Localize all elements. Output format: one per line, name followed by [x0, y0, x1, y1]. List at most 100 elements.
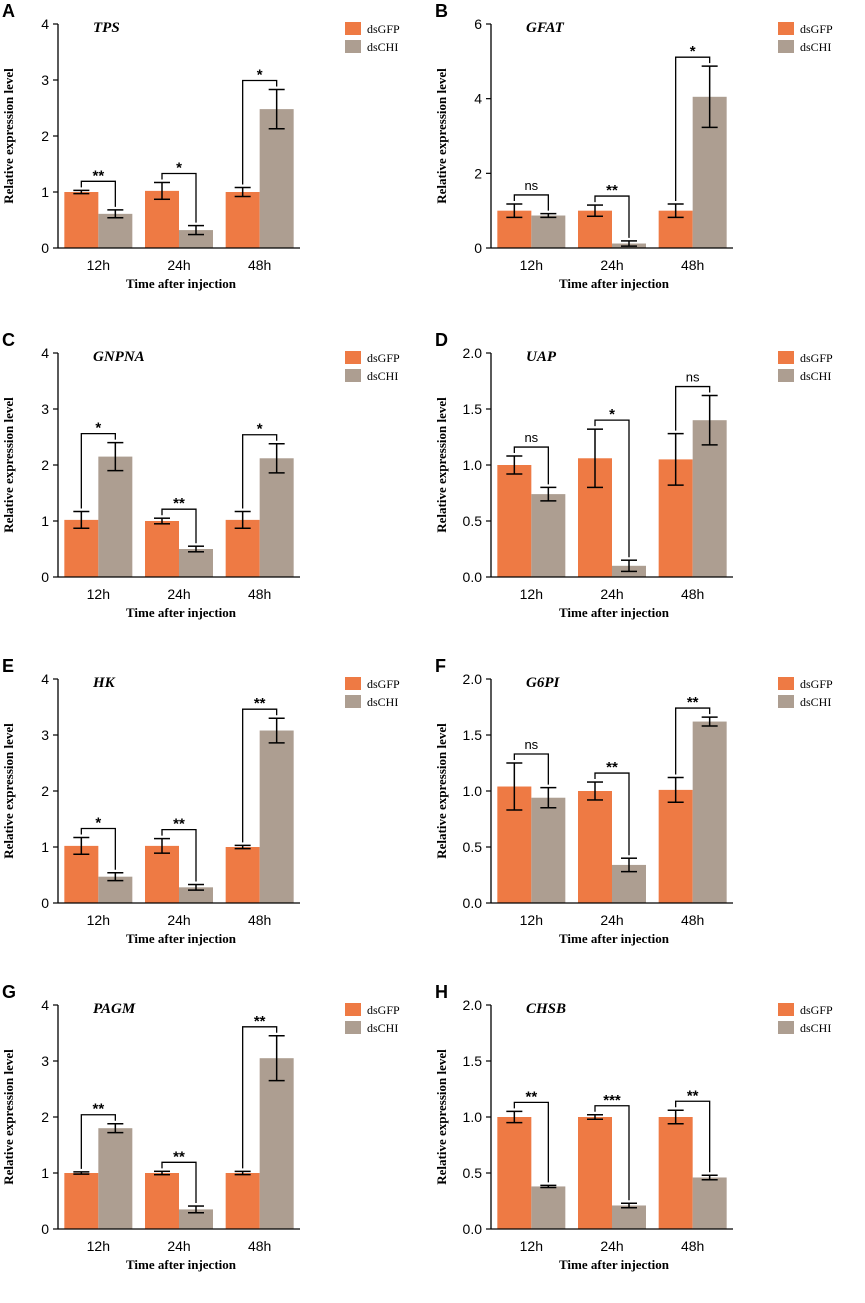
legend-label-dschi: dsCHI [367, 40, 398, 54]
significance-label: * [257, 67, 263, 84]
significance-label: ns [686, 370, 700, 385]
chart-panel-e: E HK 0 1 2 3 4 Relative expression level * 12h ** 2… [0, 655, 432, 977]
error-bar-dschi-48h [701, 716, 718, 727]
y-tick-label: 1.0 [463, 783, 483, 799]
legend-swatch-dschi [345, 695, 361, 708]
bar-dsgfp-12h [64, 192, 99, 248]
bar-dsgfp-48h [225, 519, 260, 577]
error-bar-dsgfp-24h [587, 1114, 603, 1120]
x-tick-label: 24h [167, 1238, 190, 1254]
error-bar-dschi-24h [621, 240, 637, 247]
legend-swatch-dsgfp [778, 677, 794, 690]
error-bar-dsgfp-48h [667, 203, 684, 219]
bar-dsgfp-24h [145, 190, 179, 248]
significance-bracket [80, 827, 116, 870]
y-tick-label: 1.5 [463, 727, 483, 743]
significance-bracket [675, 707, 711, 775]
x-axis-title: Time after injection [559, 276, 670, 291]
chart-panel-f: F G6PI 0.0 0.5 1.0 1.5 2.0 Relative expression … [433, 655, 865, 977]
error-bar-dschi-12h [540, 212, 557, 219]
legend-swatch-dschi [778, 40, 794, 53]
error-bar-dschi-48h [268, 88, 285, 130]
y-tick-label: 0 [41, 1221, 49, 1237]
error-bar-dschi-12h [107, 1122, 124, 1134]
error-bar-dsgfp-12h [506, 203, 523, 219]
y-tick-label: 1 [41, 1165, 49, 1181]
legend-label-dschi: dsCHI [367, 695, 398, 709]
x-tick-label: 12h [87, 586, 110, 602]
error-bar-dschi-48h [268, 442, 285, 474]
error-bar-dschi-12h [540, 786, 557, 809]
chart-svg: H CHSB 0.0 0.5 1.0 1.5 2.0 Relative expression … [434, 982, 833, 1272]
y-tick-label: 3 [41, 1053, 49, 1069]
gene-title: HK [92, 675, 116, 691]
significance-label: ns [524, 430, 538, 445]
gene-title: CHSB [526, 1001, 566, 1017]
bar-dsgfp-12h [64, 845, 99, 903]
bar-dsgfp-24h [145, 845, 179, 903]
chart-panel-c: C GNPNA 0 1 2 3 4 Relative expression level * 12h… [0, 329, 432, 651]
y-tick-label: 1 [41, 839, 49, 855]
bar-dsgfp-48h [658, 1117, 693, 1229]
significance-bracket [161, 1161, 197, 1204]
error-bar-dsgfp-24h [154, 517, 170, 525]
gene-title: PAGM [93, 1001, 136, 1017]
significance-label: ns [524, 737, 538, 752]
significance-label: * [690, 43, 696, 60]
y-tick-label: 2.0 [463, 997, 483, 1013]
significance-bracket [513, 753, 549, 785]
significance-label: ** [173, 1148, 185, 1165]
bar-dschi-24h [179, 549, 213, 577]
error-bar-dschi-24h [188, 545, 204, 553]
x-axis-title: Time after injection [126, 605, 237, 620]
x-axis-title: Time after injection [559, 1257, 670, 1272]
gene-title: G6PI [526, 675, 560, 691]
y-tick-label: 2 [41, 1109, 49, 1125]
chart-panel-g: G PAGM 0 1 2 3 4 Relative expression level ** 12h… [0, 981, 432, 1303]
legend-label-dschi: dsCHI [800, 369, 831, 383]
error-bar-dsgfp-48h [667, 432, 684, 486]
error-bar-dsgfp-24h [154, 837, 170, 854]
legend-label-dschi: dsCHI [367, 369, 398, 383]
y-axis-title: Relative expression level [434, 723, 449, 859]
significance-bracket [161, 172, 197, 223]
error-bar-dsgfp-24h [587, 204, 603, 218]
y-tick-label: 0.0 [463, 1221, 483, 1237]
significance-bracket [242, 708, 278, 843]
significance-label: ** [173, 816, 185, 833]
y-tick-label: 0 [474, 240, 482, 256]
significance-bracket [161, 508, 197, 544]
bar-dsgfp-12h [497, 1117, 532, 1229]
legend-swatch-dsgfp [345, 677, 361, 690]
bar-dschi-48h [259, 730, 294, 903]
legend-swatch-dschi [345, 1021, 361, 1034]
significance-label: ** [525, 1088, 537, 1105]
x-tick-label: 12h [87, 1238, 110, 1254]
y-tick-label: 2.0 [463, 671, 483, 687]
error-bar-dsgfp-48h [667, 776, 684, 803]
chart-svg: B GFAT 0 2 4 6 Relative expression level ns 12h *… [434, 1, 833, 291]
bar-dsgfp-24h [578, 1117, 612, 1229]
significance-label: * [176, 159, 182, 176]
y-tick-label: 0.0 [463, 895, 483, 911]
legend-label-dsgfp: dsGFP [367, 351, 400, 365]
error-bar-dschi-12h [540, 1184, 557, 1189]
panel-label: D [435, 330, 448, 350]
bar-dsgfp-12h [497, 465, 532, 577]
x-axis-title: Time after injection [126, 276, 237, 291]
y-tick-label: 0 [41, 240, 49, 256]
y-tick-label: 0.5 [463, 839, 483, 855]
y-tick-label: 3 [41, 727, 49, 743]
legend-swatch-dsgfp [345, 1003, 361, 1016]
bar-dschi-48h [692, 420, 727, 577]
bar-dschi-12h [98, 1128, 133, 1229]
y-tick-label: 4 [41, 16, 49, 32]
legend-swatch-dschi [345, 40, 361, 53]
error-bar-dschi-24h [621, 559, 637, 573]
error-bar-dsgfp-48h [234, 844, 251, 850]
x-tick-label: 12h [520, 586, 543, 602]
significance-bracket [594, 419, 630, 558]
y-tick-label: 0.0 [463, 569, 483, 585]
legend-swatch-dschi [345, 369, 361, 382]
error-bar-dsgfp-12h [73, 1171, 90, 1175]
